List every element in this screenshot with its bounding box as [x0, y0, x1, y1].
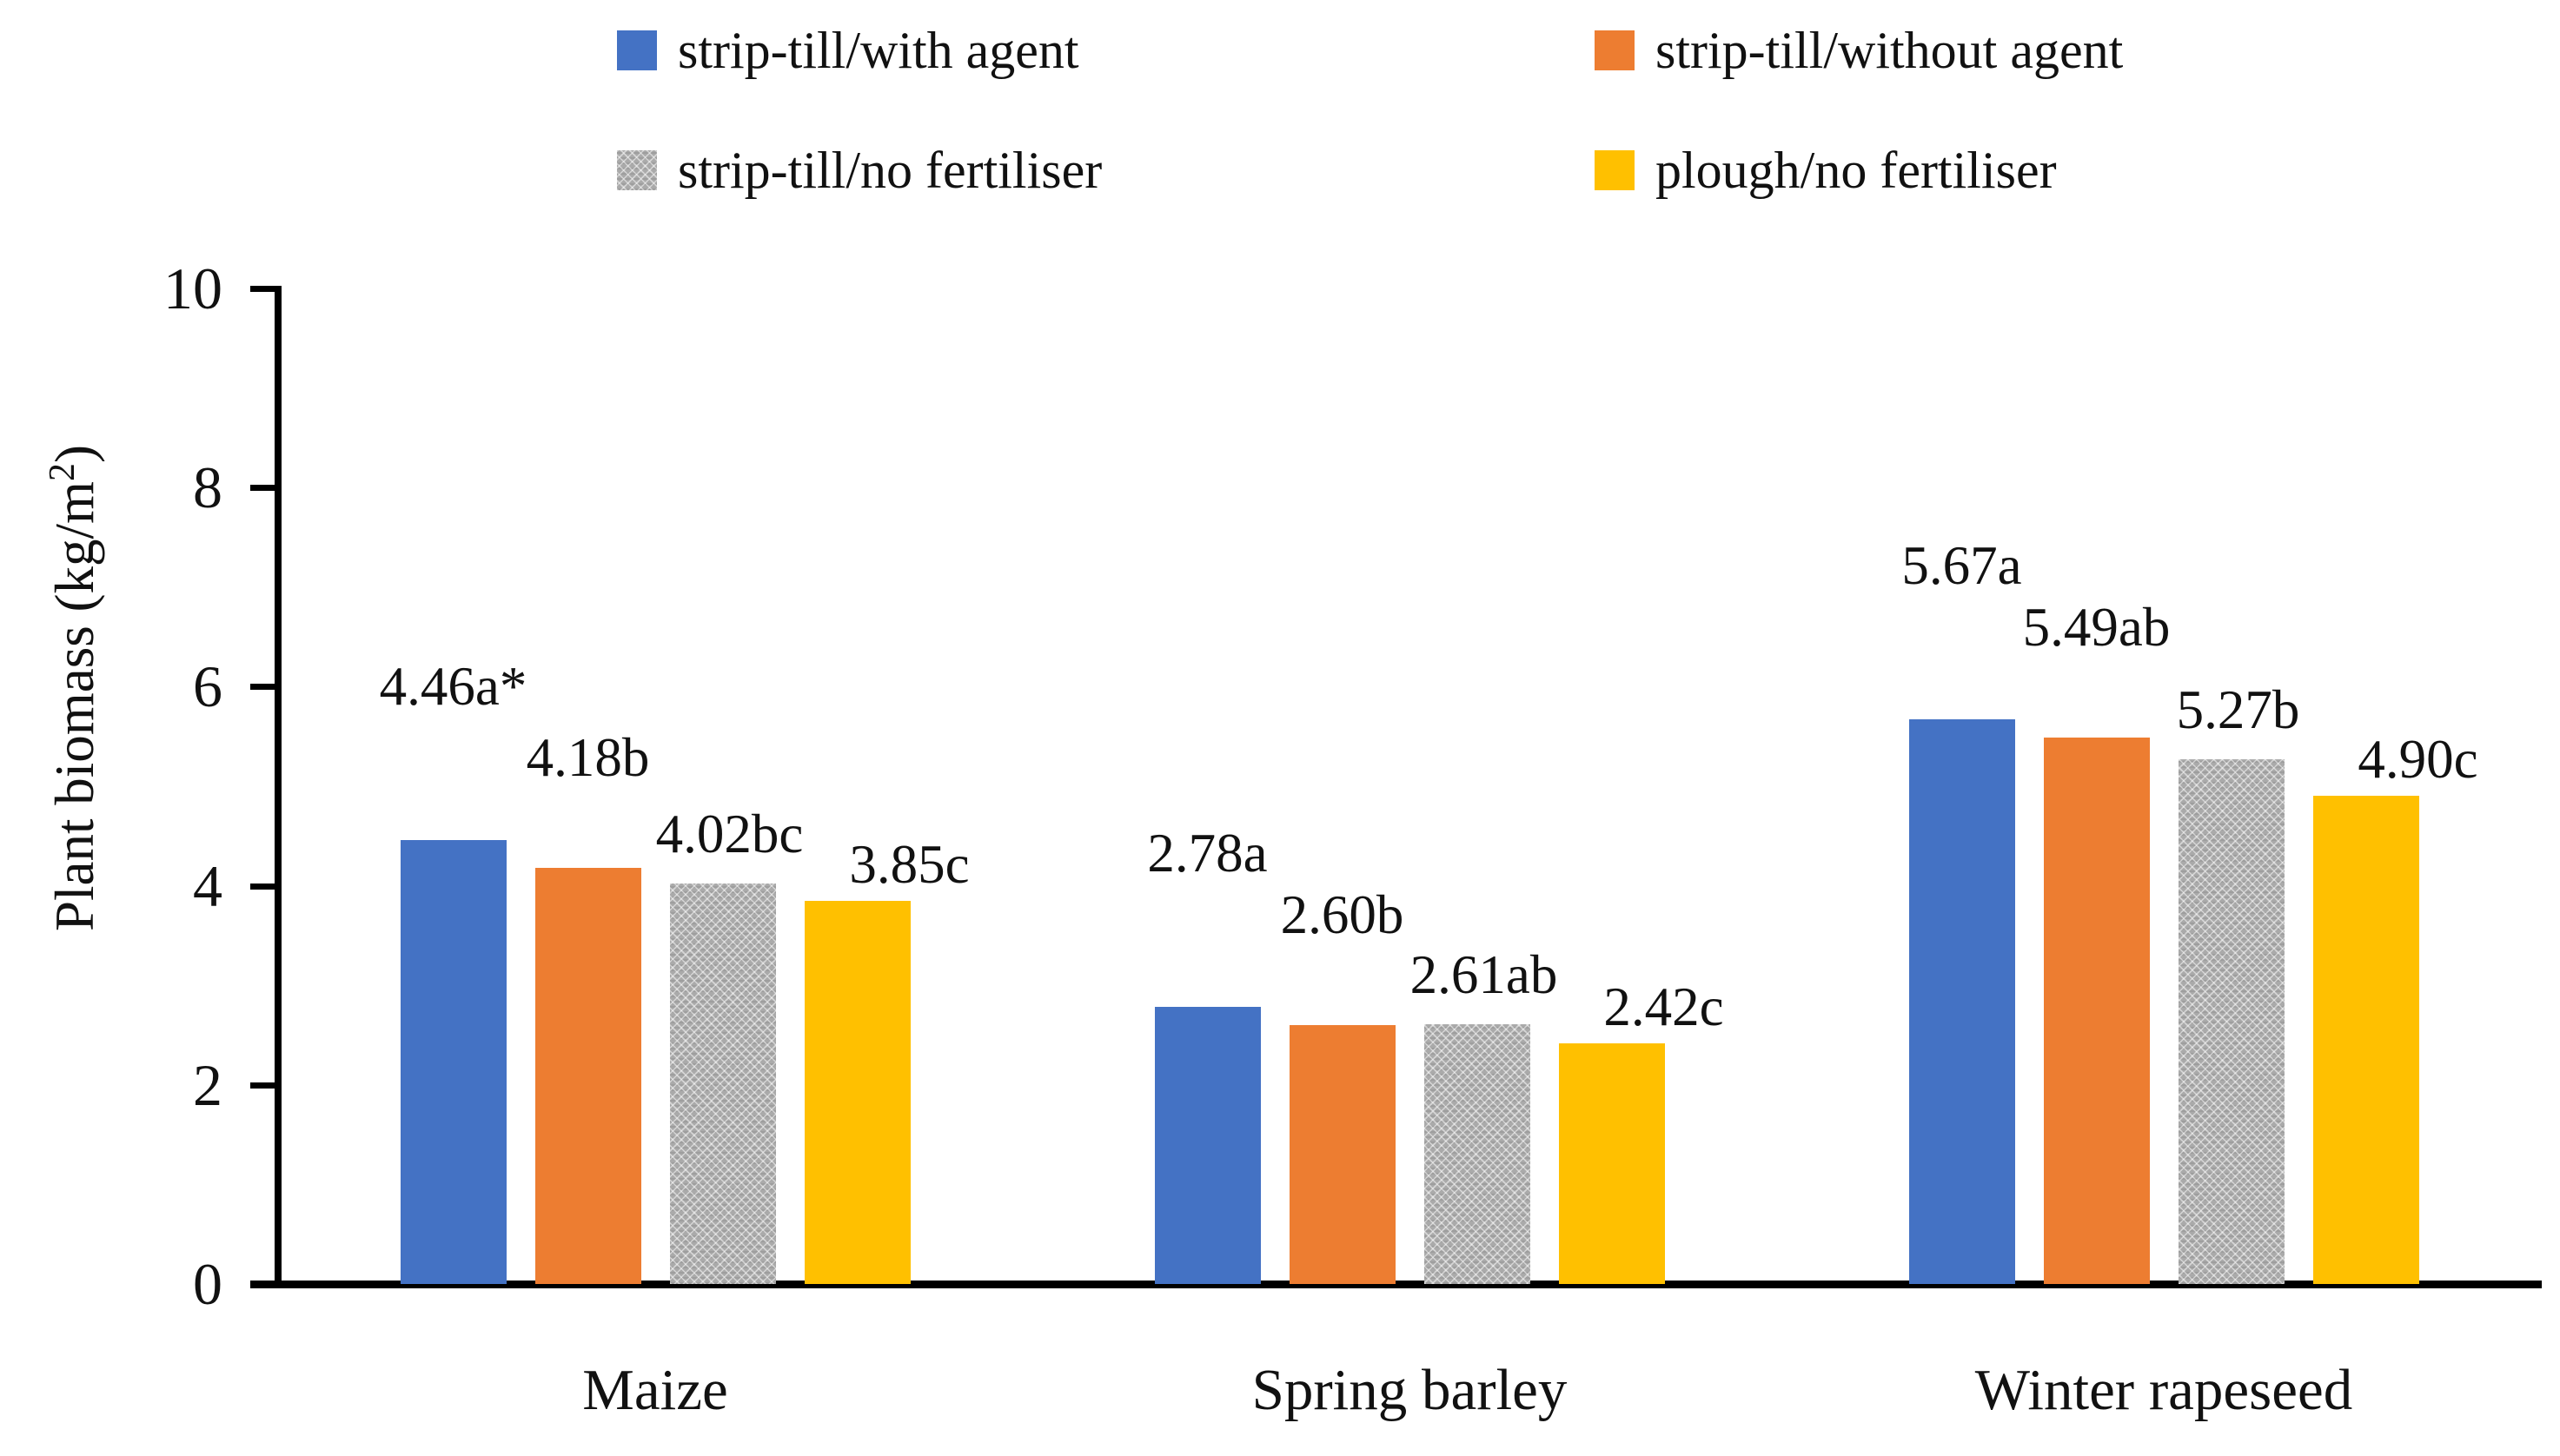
ylabel-superscript: 2 — [43, 463, 83, 481]
bar — [1558, 1042, 1665, 1284]
bar — [2043, 737, 2150, 1284]
category-label: Spring barley — [1251, 1358, 1568, 1422]
legend-item: plough/no fertiliser — [1595, 127, 2057, 214]
y-axis-tick — [250, 1082, 282, 1089]
bar — [2178, 759, 2285, 1284]
legend-swatch-icon — [1595, 150, 1635, 190]
legend-item-label: strip-till/no fertiliser — [678, 142, 1103, 199]
category-label: Winter rapeseed — [1974, 1358, 2353, 1422]
data-label: 4.90c — [2358, 729, 2478, 791]
legend-item-label: strip-till/with agent — [678, 22, 1079, 79]
y-tick-label: 10 — [163, 255, 222, 321]
x-axis-line — [250, 1281, 2542, 1288]
y-axis-tick — [250, 485, 282, 492]
y-tick-label: 8 — [193, 454, 222, 521]
y-axis-tick — [250, 286, 282, 292]
legend-swatch-icon — [617, 150, 657, 190]
data-label: 3.85c — [849, 833, 970, 895]
y-tick-label: 0 — [193, 1251, 222, 1317]
y-axis-tick — [250, 1281, 282, 1287]
data-label: 4.46a* — [379, 655, 527, 717]
bar — [534, 867, 641, 1284]
data-label: 2.78a — [1147, 823, 1268, 884]
bar — [804, 900, 911, 1284]
bar — [669, 884, 776, 1284]
y-tick-label: 2 — [193, 1051, 222, 1118]
data-label: 5.27b — [2176, 679, 2300, 741]
legend-item: strip-till/without agent — [1595, 7, 2123, 94]
data-label: 2.60b — [1280, 884, 1404, 946]
bar — [1289, 1025, 1396, 1284]
y-axis-line — [275, 288, 282, 1287]
data-label: 2.61ab — [1409, 943, 1558, 1005]
bar — [2312, 796, 2419, 1284]
data-label: 5.67a — [1901, 535, 2022, 597]
data-label: 5.49ab — [2022, 596, 2171, 658]
legend-item-label: plough/no fertiliser — [1655, 142, 2057, 199]
y-tick-label: 6 — [193, 653, 222, 720]
y-axis-tick — [250, 684, 282, 691]
bar — [1423, 1023, 1530, 1284]
bar — [1908, 719, 2015, 1284]
data-label: 4.02bc — [655, 804, 804, 865]
data-label: 2.42c — [1603, 976, 1724, 1037]
legend-swatch-icon — [1595, 30, 1635, 70]
legend-item-label: strip-till/without agent — [1655, 22, 2124, 79]
legend-item: strip-till/no fertiliser — [617, 127, 1102, 214]
category-label: Maize — [582, 1358, 728, 1422]
y-axis-tick — [250, 883, 282, 890]
y-tick-label: 4 — [193, 852, 222, 919]
data-label: 4.18b — [526, 726, 650, 788]
bar — [400, 839, 507, 1284]
legend-swatch-icon — [617, 30, 657, 70]
legend-item: strip-till/with agent — [617, 7, 1079, 94]
y-axis-title: Plant biomass (kg/m2) — [43, 445, 105, 931]
bar — [1154, 1007, 1261, 1284]
